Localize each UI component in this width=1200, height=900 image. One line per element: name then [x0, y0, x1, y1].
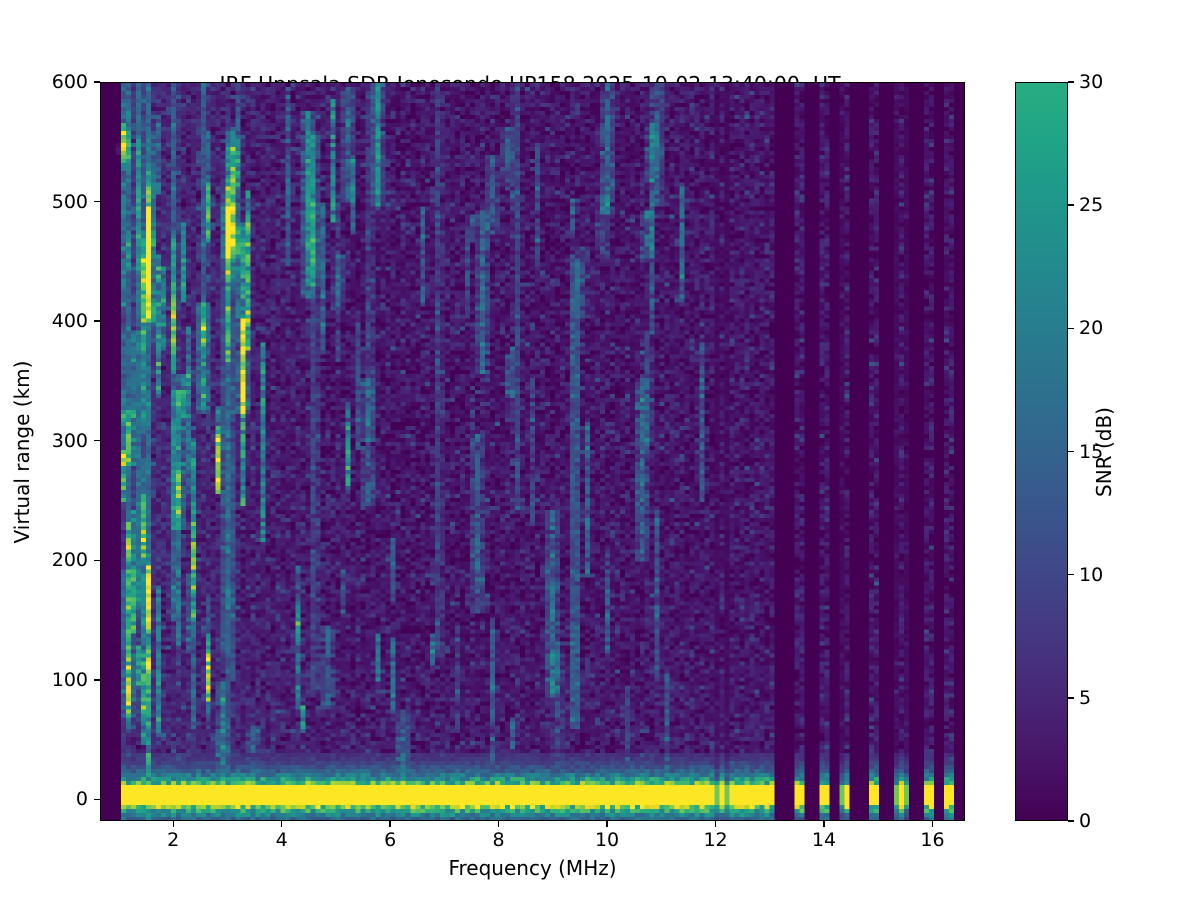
- colorbar-tick-mark: [1068, 450, 1074, 453]
- y-tick-mark: [94, 679, 100, 681]
- x-tick-mark: [280, 821, 283, 827]
- y-tick-label: 500: [51, 190, 88, 213]
- y-tick-label: 600: [51, 71, 88, 93]
- colorbar-tick-label: 15: [1079, 440, 1104, 463]
- y-tick-label: 200: [51, 549, 88, 572]
- y-tick-mark: [94, 200, 100, 203]
- colorbar-tick-label: 10: [1079, 563, 1104, 586]
- colorbar[interactable]: [1015, 82, 1068, 821]
- y-tick-mark: [94, 798, 100, 801]
- x-tick-label: 6: [384, 829, 397, 851]
- x-tick-mark: [931, 821, 934, 827]
- colorbar-tick-label: 20: [1079, 317, 1104, 340]
- x-tick-mark: [606, 821, 608, 827]
- x-tick-label: 10: [594, 829, 620, 851]
- colorbar-tick-label: 30: [1079, 71, 1104, 93]
- colorbar-label: SNR (dB): [1092, 406, 1116, 497]
- x-tick-mark: [714, 821, 717, 827]
- ionogram-heatmap: [101, 83, 964, 820]
- x-tick-label: 8: [492, 829, 505, 851]
- x-tick-label: 14: [811, 829, 837, 851]
- y-tick-label: 400: [51, 310, 88, 333]
- colorbar-tick-label: 5: [1079, 686, 1092, 709]
- colorbar-tick-mark: [1068, 327, 1074, 330]
- x-tick-mark: [389, 821, 391, 827]
- colorbar-gradient: [1015, 82, 1068, 821]
- x-tick-label: 4: [275, 829, 288, 851]
- y-tick-mark: [94, 320, 100, 322]
- x-tick-mark: [823, 821, 825, 827]
- colorbar-tick-label: 0: [1079, 810, 1092, 832]
- y-tick-label: 0: [75, 788, 88, 811]
- x-tick-label: 12: [703, 829, 728, 851]
- y-tick-mark: [94, 440, 100, 442]
- x-tick-mark: [497, 821, 500, 827]
- colorbar-tick-mark: [1068, 573, 1074, 576]
- colorbar-tick-mark: [1068, 697, 1074, 699]
- colorbar-tick-mark: [1068, 81, 1074, 83]
- colorbar-tick-mark: [1068, 204, 1074, 206]
- x-tick-mark: [172, 821, 174, 827]
- y-axis-label: Virtual range (km): [10, 360, 34, 543]
- y-tick-label: 100: [51, 668, 88, 691]
- colorbar-tick-mark: [1068, 820, 1074, 822]
- x-axis-label: Frequency (MHz): [448, 856, 617, 880]
- y-tick-mark: [94, 81, 100, 83]
- colorbar-tick-label: 25: [1079, 194, 1104, 217]
- x-tick-label: 2: [167, 829, 180, 851]
- y-tick-mark: [94, 559, 100, 561]
- y-tick-label: 300: [51, 429, 88, 452]
- ionogram-plot-area[interactable]: [100, 82, 965, 821]
- x-tick-label: 16: [920, 829, 945, 851]
